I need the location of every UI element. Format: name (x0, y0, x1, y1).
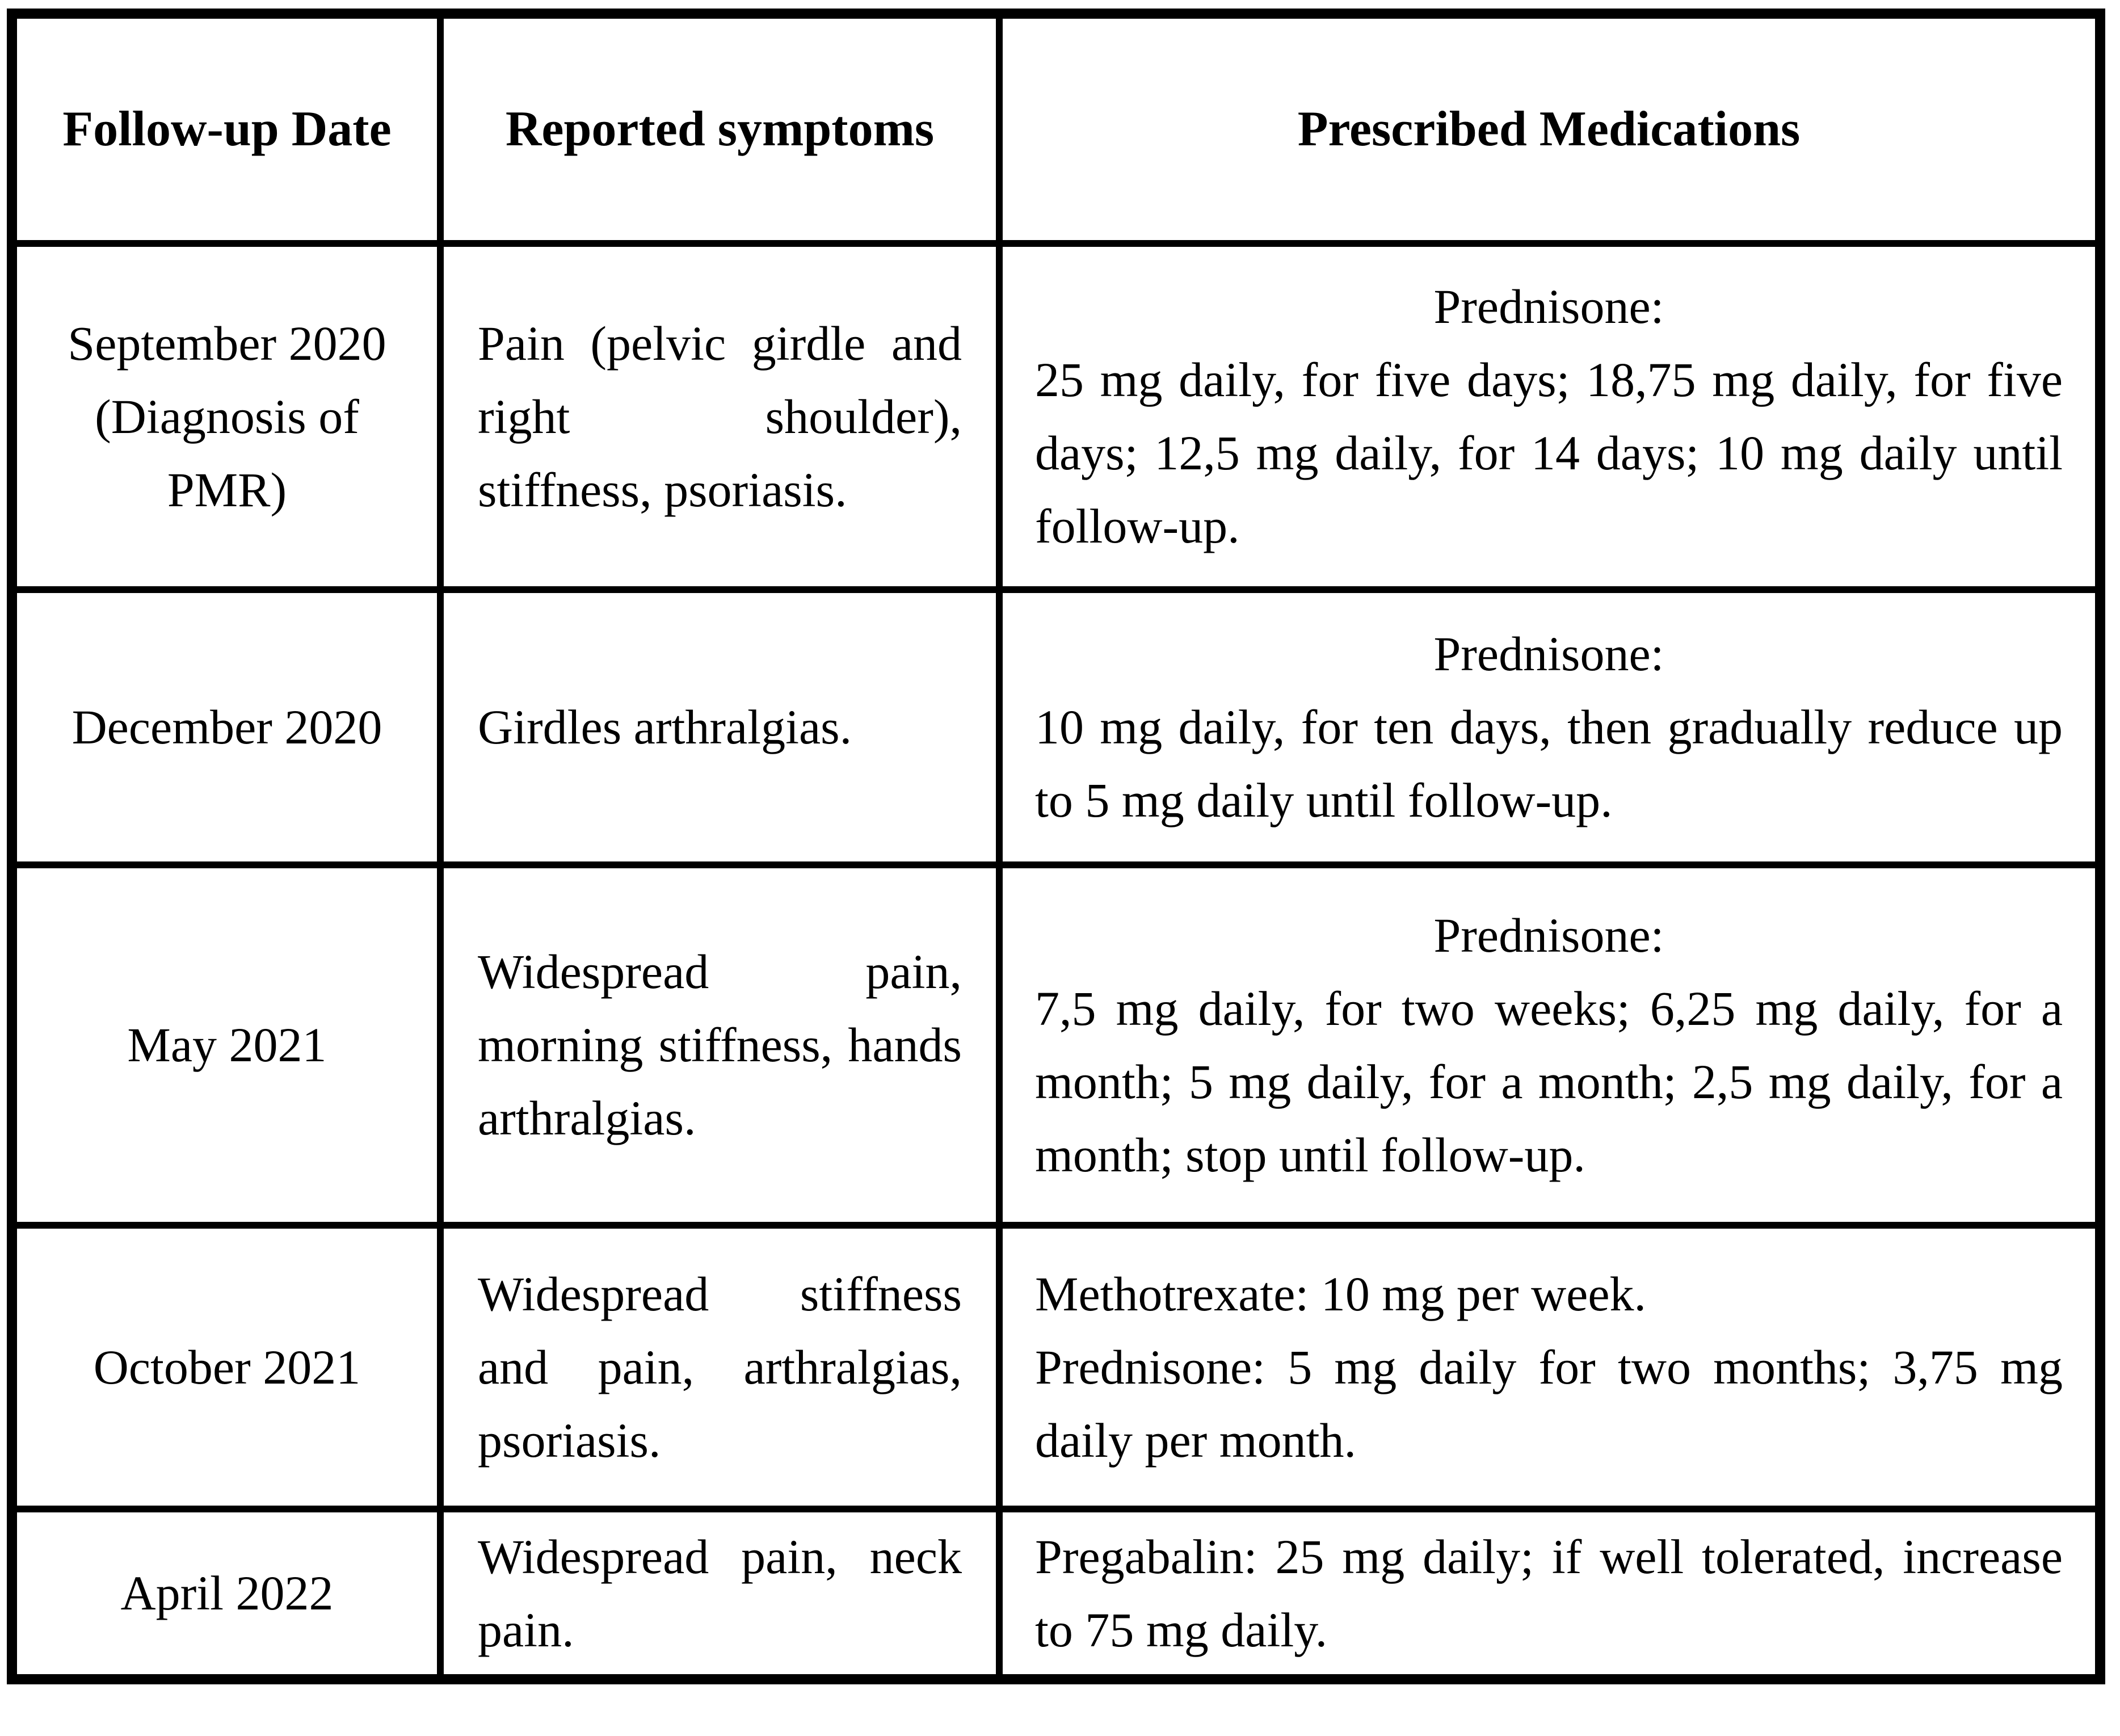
cell-medications: Pregabalin: 25 mg daily; if well tolerat… (996, 1506, 2104, 1683)
table-row: December 2020 Girdles arthralgias. Predn… (9, 586, 2104, 868)
table-row: September 2020 (Diagnosis of PMR) Pain (… (9, 240, 2104, 593)
followup-table: Follow-up Date Reported symptoms Prescri… (7, 9, 2105, 1684)
cell-symptoms: Widespread stiffness and pain, arthralgi… (437, 1222, 1003, 1512)
cell-date: September 2020 (Diagnosis of PMR) (9, 240, 444, 593)
medication-paragraph: Pregabalin: 25 mg daily; if well tolerat… (1035, 1529, 2063, 1657)
header-symptoms: Reported symptoms (437, 10, 1003, 247)
cell-medications: Prednisone: 7,5 mg daily, for two weeks;… (996, 861, 2104, 1229)
medication-paragraph: 25 mg daily, for five days; 18,75 mg dai… (1035, 352, 2063, 553)
cell-symptoms: Girdles arthralgias. (437, 586, 1003, 868)
cell-symptoms: Widespread pain, neck pain. (437, 1506, 1003, 1683)
table-row: May 2021 Widespread pain, morning stiffn… (9, 861, 2104, 1229)
cell-symptoms: Pain (pelvic girdle and right shoulder),… (437, 240, 1003, 593)
cell-symptoms: Widespread pain, morning stiffness, hand… (437, 861, 1003, 1229)
cell-date: April 2022 (9, 1506, 444, 1683)
cell-medications: Prednisone: 25 mg daily, for five days; … (996, 240, 2104, 593)
medication-heading: Prednisone: (1433, 627, 1664, 681)
cell-date: May 2021 (9, 861, 444, 1229)
medication-paragraph: 10 mg daily, for ten days, then graduall… (1035, 700, 2063, 827)
header-row: Follow-up Date Reported symptoms Prescri… (9, 10, 2104, 247)
header-date: Follow-up Date (9, 10, 444, 247)
table-row: April 2022 Widespread pain, neck pain. P… (9, 1506, 2104, 1683)
cell-date: October 2021 (9, 1222, 444, 1512)
medication-heading: Prednisone: (1433, 279, 1664, 334)
cell-medications: Prednisone: 10 mg daily, for ten days, t… (996, 586, 2104, 868)
cell-medications: Methotrexate: 10 mg per week. Prednisone… (996, 1222, 2104, 1512)
medication-heading: Prednisone: (1433, 907, 1664, 962)
medication-paragraph: Prednisone: 5 mg daily for two months; 3… (1035, 1339, 2063, 1468)
medication-paragraph: 7,5 mg daily, for two weeks; 6,25 mg dai… (1035, 981, 2063, 1182)
table-row: October 2021 Widespread stiffness and pa… (9, 1222, 2104, 1512)
header-medications: Prescribed Medications (996, 10, 2104, 247)
cell-date: December 2020 (9, 586, 444, 868)
medication-paragraph: Methotrexate: 10 mg per week. (1035, 1266, 1647, 1321)
